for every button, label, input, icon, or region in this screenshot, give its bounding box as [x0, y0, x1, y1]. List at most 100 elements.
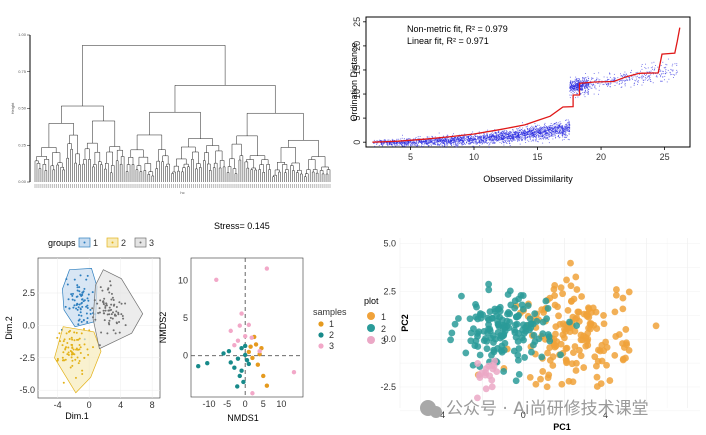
cluster-point-2: [62, 381, 65, 384]
data-point: [571, 89, 573, 91]
data-point: [626, 74, 628, 76]
pca-point-2: [498, 316, 506, 324]
data-point: [596, 77, 598, 79]
data-point: [544, 122, 546, 124]
data-point: [383, 143, 385, 145]
data-point: [486, 135, 488, 137]
nmds-point-2: [235, 384, 240, 389]
data-point: [517, 132, 519, 133]
pca-point-2: [538, 353, 546, 361]
data-point: [531, 131, 533, 133]
nmds-point-3: [237, 323, 242, 328]
data-point: [499, 132, 501, 134]
data-point: [406, 143, 408, 145]
data-point: [403, 138, 405, 139]
data-point: [522, 127, 524, 129]
data-point: [613, 77, 615, 79]
data-point: [554, 123, 556, 125]
data-point: [557, 127, 559, 128]
data-point: [499, 136, 501, 137]
cluster-point-3: [97, 311, 100, 314]
data-point: [485, 138, 486, 140]
data-point: [566, 130, 568, 132]
data-point: [389, 143, 391, 144]
cluster-point-2: [70, 336, 73, 339]
data-point: [527, 130, 529, 132]
data-point: [530, 135, 532, 137]
data-point: [444, 138, 445, 140]
data-point: [590, 83, 592, 85]
data-point: [572, 90, 574, 92]
data-point: [523, 133, 525, 135]
data-point: [480, 141, 482, 143]
data-point: [558, 126, 560, 127]
data-point: [655, 65, 656, 66]
data-point: [472, 139, 474, 141]
data-point: [582, 77, 583, 78]
data-point: [662, 70, 664, 72]
data-point: [492, 134, 494, 136]
data-point: [472, 138, 473, 140]
data-point: [571, 87, 573, 89]
data-point: [457, 142, 459, 144]
data-point: [521, 139, 523, 141]
data-point: [473, 145, 475, 147]
data-point: [637, 83, 639, 85]
pca-point-1: [563, 357, 570, 365]
data-point: [536, 132, 538, 134]
pca-point-1: [573, 286, 581, 293]
data-point: [402, 141, 404, 143]
data-point: [400, 141, 402, 143]
data-point: [525, 134, 527, 136]
data-point: [584, 90, 586, 92]
data-point: [430, 141, 432, 143]
data-point: [492, 133, 494, 135]
data-point: [416, 145, 418, 147]
data-point: [511, 140, 513, 142]
data-point: [531, 136, 533, 138]
data-point: [457, 144, 459, 146]
data-point: [577, 80, 579, 82]
data-point: [662, 76, 664, 78]
data-point: [582, 89, 584, 91]
data-point: [472, 139, 474, 141]
data-point: [377, 142, 379, 144]
data-point: [469, 139, 470, 141]
data-point: [644, 73, 645, 75]
data-point: [607, 82, 609, 84]
data-point: [640, 70, 642, 72]
data-point: [509, 130, 511, 132]
data-point: [505, 140, 507, 142]
data-point: [394, 142, 396, 144]
data-point: [650, 81, 652, 83]
data-point: [558, 127, 560, 129]
data-point: [533, 139, 535, 141]
data-point: [637, 81, 639, 83]
data-point: [574, 90, 576, 92]
data-point: [397, 145, 399, 146]
data-point: [434, 143, 436, 144]
cluster-point-2: [65, 332, 68, 335]
data-point: [426, 136, 428, 138]
data-point: [512, 130, 514, 132]
data-point: [459, 139, 460, 141]
data-point: [534, 136, 535, 137]
data-point: [556, 133, 558, 135]
data-point: [409, 137, 411, 139]
data-point: [519, 135, 520, 137]
data-point: [502, 138, 504, 140]
data-point: [470, 138, 472, 140]
cluster-point-2: [71, 338, 74, 341]
data-point: [568, 130, 570, 131]
data-point: [406, 138, 408, 140]
data-point: [394, 143, 396, 145]
data-point: [577, 80, 579, 82]
y-tick-label: 0: [352, 140, 362, 145]
data-point: [466, 136, 468, 137]
data-point: [456, 137, 458, 139]
data-point: [445, 138, 447, 140]
data-point: [387, 139, 389, 141]
data-point: [583, 77, 585, 79]
data-point: [454, 141, 456, 143]
data-point: [539, 128, 541, 129]
